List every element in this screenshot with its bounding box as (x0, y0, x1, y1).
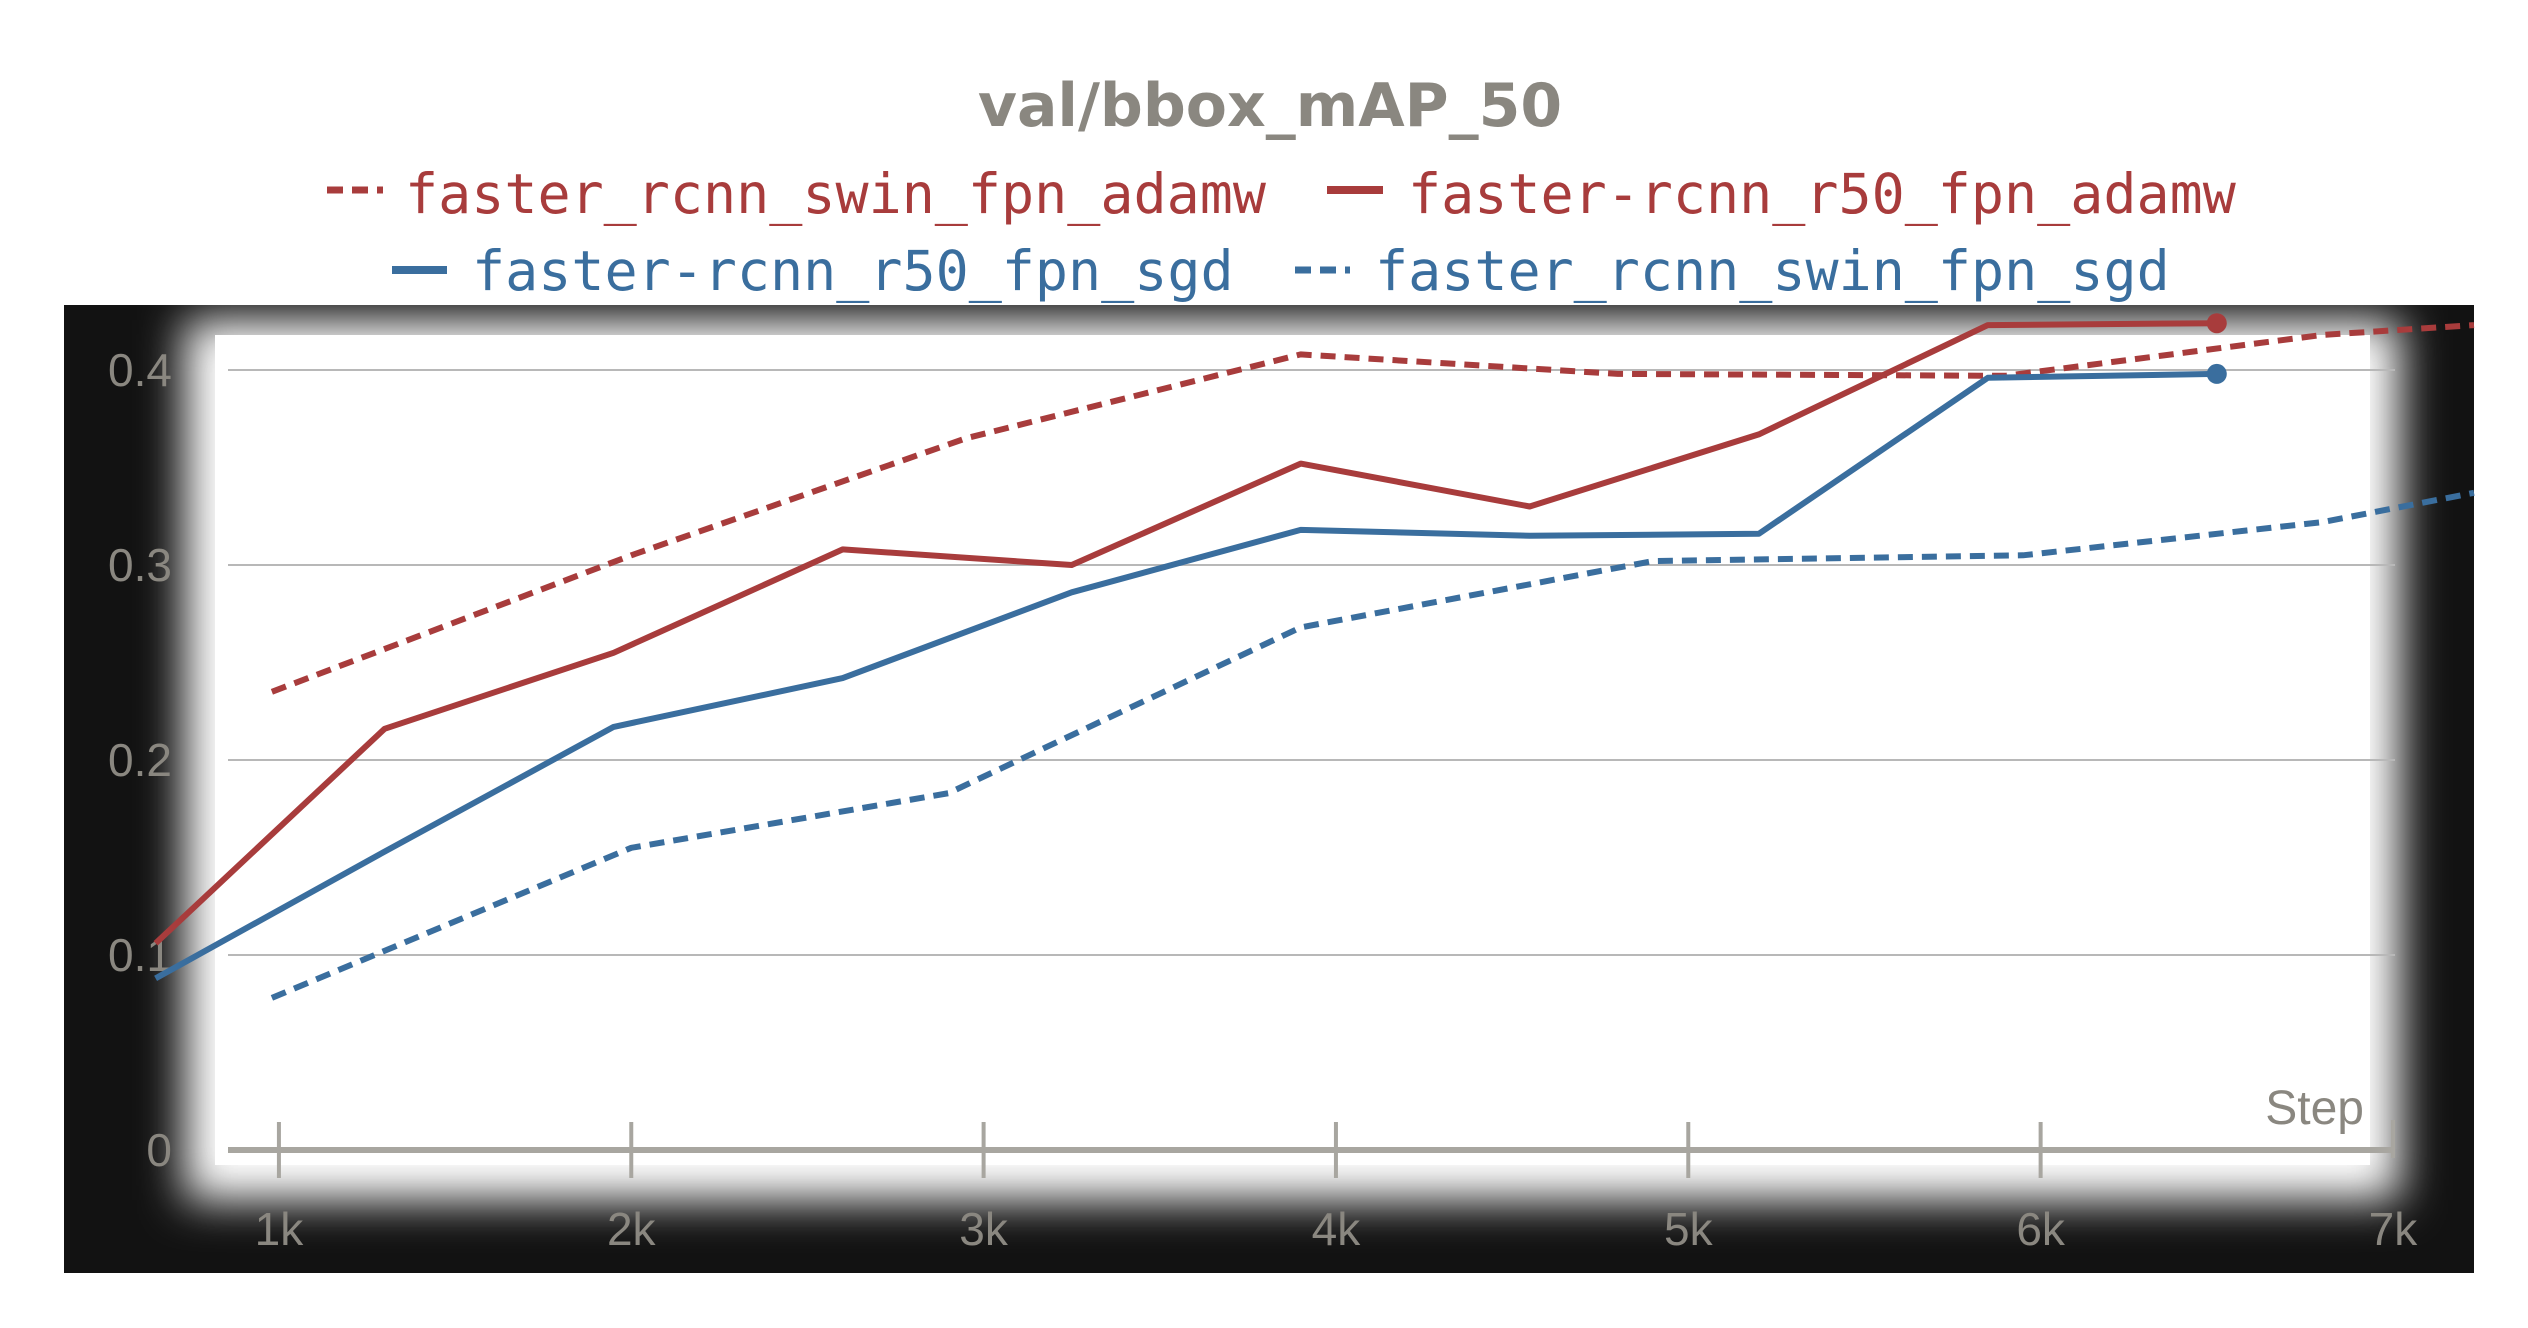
x-tick-label: 1k (255, 1203, 305, 1255)
series-group (153, 313, 2475, 1001)
x-axis-label: Step (2265, 1082, 2364, 1135)
legend-label: faster_rcnn_swin_fpn_adamw (405, 162, 1267, 226)
legend-item[interactable]: faster_rcnn_swin_fpn_adamw (327, 162, 1267, 226)
x-tick-label: 6k (2016, 1203, 2066, 1255)
legend-label: faster_rcnn_swin_fpn_sgd (1375, 239, 2170, 303)
series-line (153, 320, 2217, 946)
x-tick-label: 4k (1312, 1203, 1362, 1255)
chart-title: val/bbox_mAP_50 (978, 71, 1562, 141)
y-tick-label: 0.4 (108, 344, 172, 396)
y-tick-label: 0.3 (108, 539, 172, 591)
series-line (270, 322, 2475, 695)
series-end-marker (2206, 363, 2227, 384)
x-axis: 1k 2k 3k 4k 5k 6k 7k (228, 1120, 2418, 1255)
series-line (270, 489, 2475, 1001)
legend-label: faster-rcnn_r50_fpn_adamw (1408, 162, 2237, 226)
legend-item[interactable]: faster-rcnn_r50_fpn_sgd (392, 239, 1234, 303)
x-tick-label: 5k (1664, 1203, 1714, 1255)
series-end-marker (2206, 313, 2227, 334)
legend-item[interactable]: faster_rcnn_swin_fpn_sgd (1295, 239, 2170, 303)
x-tick-label: 7k (2369, 1203, 2419, 1255)
y-tick-label: 0 (146, 1124, 172, 1176)
x-tick-label: 2k (607, 1203, 657, 1255)
plot-area (215, 335, 2370, 1165)
y-tick-label: 0.2 (108, 734, 172, 786)
grid (228, 369, 2395, 956)
legend-item[interactable]: faster-rcnn_r50_fpn_adamw (1327, 162, 2237, 226)
series-line (154, 370, 2217, 982)
x-tick-label: 3k (959, 1203, 1009, 1255)
legend: faster_rcnn_swin_fpn_adamw faster-rcnn_r… (327, 162, 2237, 303)
legend-label: faster-rcnn_r50_fpn_sgd (472, 239, 1234, 303)
